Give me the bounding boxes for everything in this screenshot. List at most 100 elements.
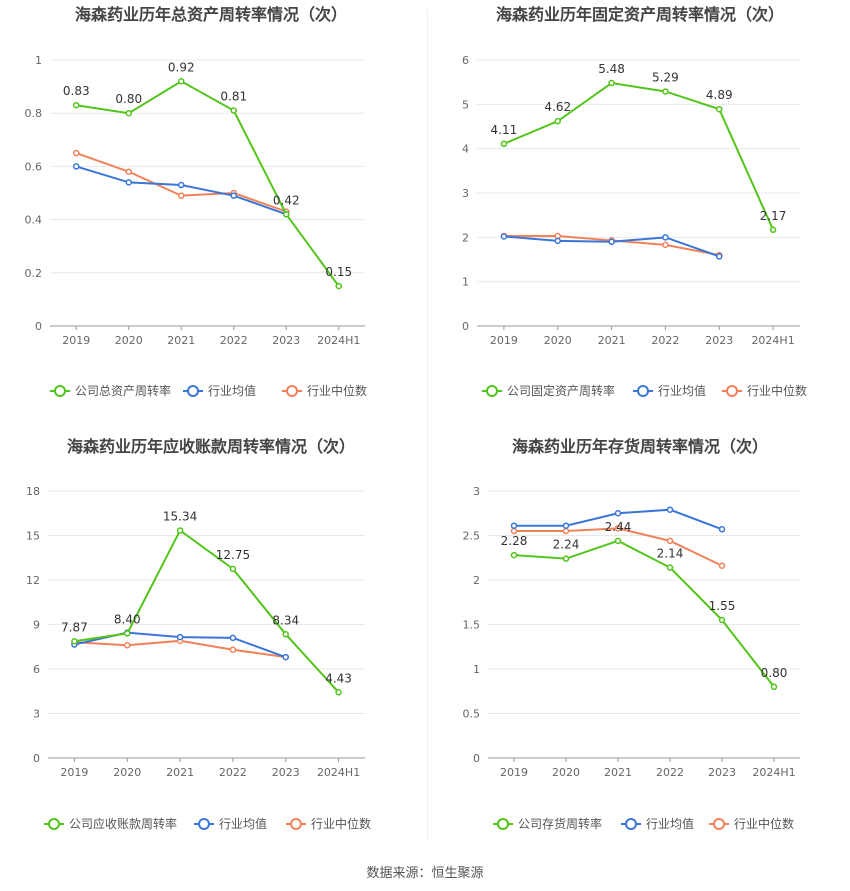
data-point-company (662, 88, 669, 95)
data-point-company (124, 630, 131, 637)
y-tick-label: 0.8 (25, 107, 43, 120)
chart-title: 海森药业历年应收账款周转率情况（次） (67, 437, 355, 456)
data-point-company (71, 638, 78, 645)
data-label: 8.40 (114, 612, 141, 626)
data-label: 2.24 (553, 538, 580, 552)
data-point-median (666, 537, 674, 545)
legend-marker (637, 385, 649, 397)
y-tick-label: 3 (33, 708, 40, 721)
data-point-avg (554, 237, 561, 245)
data-point-median (718, 562, 726, 570)
data-point-median (125, 168, 132, 175)
data-point-avg (500, 233, 508, 240)
x-tick-label: 2020 (115, 334, 143, 347)
x-tick-label: 2022 (219, 766, 247, 779)
data-label: 8.34 (272, 613, 299, 627)
y-tick-label: 0.6 (25, 160, 43, 173)
data-label: 15.34 (163, 509, 197, 523)
data-label: 2.17 (760, 209, 787, 223)
data-point-median (178, 192, 185, 199)
x-tick-label: 2020 (544, 334, 572, 347)
data-point-median (73, 149, 80, 157)
legend-item-company[interactable]: 公司总资产周转率 (50, 383, 171, 398)
legend-label: 公司固定资产周转率 (507, 383, 615, 398)
legend-item-avg[interactable]: 行业均值 (183, 383, 256, 398)
data-label: 4.11 (491, 123, 518, 137)
data-point-company (716, 105, 723, 113)
y-tick-label: 12 (26, 574, 40, 587)
source-label: 数据来源：恒生聚源 (366, 866, 484, 881)
data-point-avg (662, 234, 669, 241)
data-label: 2.14 (657, 547, 684, 561)
data-label: 5.29 (652, 70, 679, 84)
data-point-median (124, 642, 131, 649)
data-point-avg (510, 522, 518, 529)
y-tick-label: 0.2 (25, 267, 43, 280)
x-tick-label: 2019 (490, 334, 518, 347)
legend-item-median[interactable]: 行业中位数 (722, 383, 807, 398)
x-tick-label: 2023 (705, 334, 733, 347)
data-point-avg (608, 238, 615, 246)
data-point-avg (229, 634, 237, 642)
data-point-median (662, 241, 669, 249)
data-point-company (335, 282, 342, 290)
data-point-company (500, 140, 508, 148)
data-point-company (229, 565, 237, 573)
data-label: 2.28 (501, 534, 528, 548)
y-tick-label: 0 (33, 752, 40, 765)
y-tick-label: 4 (462, 143, 469, 156)
y-tick-label: 1 (35, 54, 42, 67)
data-point-company (282, 631, 289, 638)
data-label: 7.87 (61, 620, 88, 634)
x-tick-label: 2019 (500, 766, 528, 779)
data-point-company (554, 117, 561, 125)
data-point-avg (178, 181, 185, 189)
legend-label: 行业均值 (658, 383, 706, 398)
data-point-avg (176, 633, 184, 641)
data-point-avg (230, 192, 237, 199)
data-point-avg (125, 179, 132, 186)
data-point-avg (562, 522, 570, 529)
data-point-company (283, 211, 290, 218)
legend-label: 行业中位数 (747, 383, 807, 398)
data-point-company (718, 616, 726, 624)
legend-item-avg[interactable]: 行业均值 (633, 383, 706, 398)
series-line-median (514, 527, 723, 567)
chart-panel-4: 海森药业历年存货周转率情况（次） 0 0.5 1 1.5 2 2.5 3 2019 2020 202… (463, 437, 800, 831)
x-tick-label: 2022 (656, 766, 684, 779)
legend-item-avg[interactable]: 行业均值 (621, 816, 694, 831)
series-line-company (74, 528, 340, 693)
y-tick-label: 9 (33, 619, 40, 632)
series-line-company (503, 82, 774, 231)
legend-item-avg[interactable]: 行业均值 (194, 816, 267, 831)
legend-item-median[interactable]: 行业中位数 (282, 383, 367, 398)
data-point-median (562, 527, 570, 535)
x-tick-label: 2022 (651, 334, 679, 347)
chart-panel-3: 海森药业历年应收账款周转率情况（次） 0 3 6 9 12 15 18 2019 2020 2021… (26, 437, 371, 831)
legend-marker (713, 818, 725, 830)
legend-item-company[interactable]: 公司存货周转率 (493, 816, 602, 831)
y-tick-label: 3 (473, 485, 480, 498)
y-tick-label: 1 (473, 663, 480, 676)
legend-item-company[interactable]: 公司应收账款周转率 (44, 816, 177, 831)
y-tick-label: 1.5 (463, 619, 481, 632)
y-tick-label: 6 (33, 663, 40, 676)
data-point-company (562, 555, 570, 562)
legend-item-median[interactable]: 行业中位数 (709, 816, 794, 831)
data-point-company (510, 551, 518, 559)
data-label: 1.55 (709, 599, 736, 613)
y-tick-label: 2 (473, 574, 480, 587)
data-point-company (666, 564, 674, 571)
legend-item-company[interactable]: 公司固定资产周转率 (482, 383, 615, 398)
legend-item-median[interactable]: 行业中位数 (286, 816, 371, 831)
y-tick-label: 0.4 (25, 214, 43, 227)
legend-label: 行业中位数 (311, 816, 371, 831)
y-tick-label: 18 (26, 485, 40, 498)
data-point-company (230, 107, 237, 114)
data-point-avg (716, 253, 723, 260)
x-tick-label: 2021 (604, 766, 632, 779)
data-point-company (125, 109, 132, 117)
x-tick-label: 2020 (113, 766, 141, 779)
